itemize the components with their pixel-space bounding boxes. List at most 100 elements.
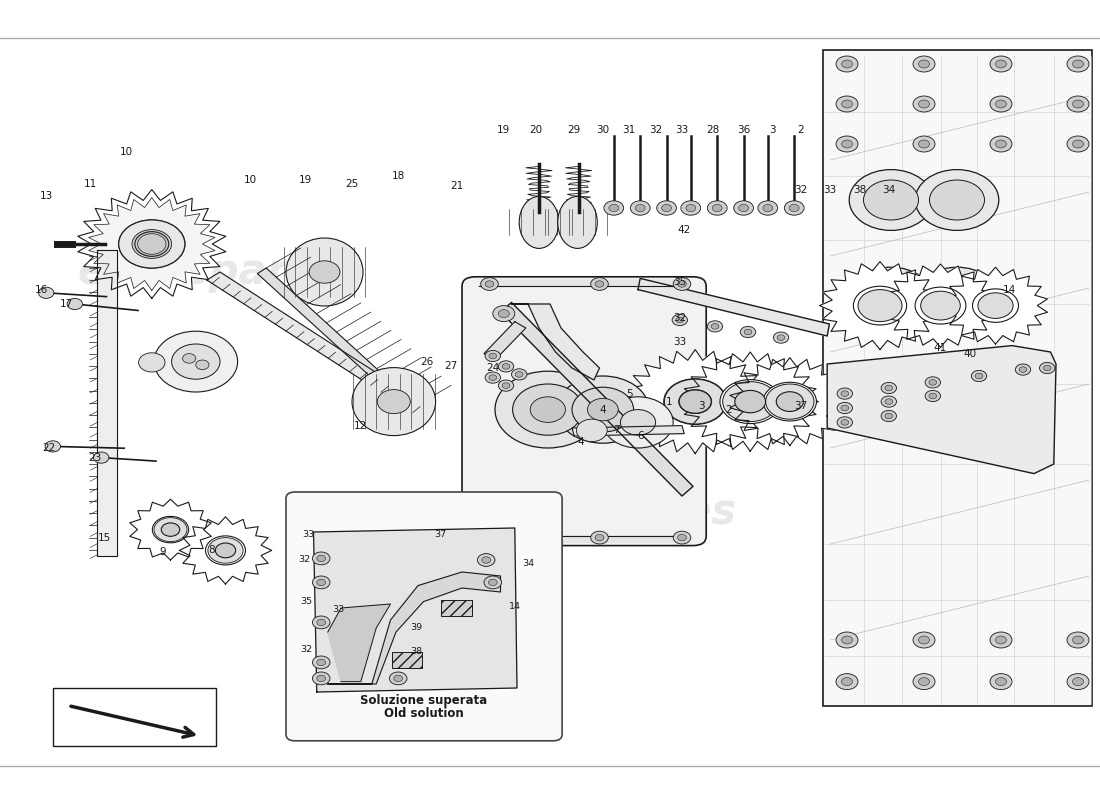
Polygon shape <box>512 304 600 380</box>
Circle shape <box>928 393 936 399</box>
Circle shape <box>918 140 930 148</box>
Circle shape <box>513 384 583 435</box>
Circle shape <box>1015 364 1031 375</box>
Circle shape <box>1072 100 1084 108</box>
Circle shape <box>913 674 935 690</box>
Circle shape <box>485 281 494 287</box>
Polygon shape <box>179 517 272 584</box>
Circle shape <box>488 353 497 358</box>
Polygon shape <box>572 426 684 436</box>
Polygon shape <box>500 302 693 496</box>
Circle shape <box>1067 632 1089 648</box>
Text: Soluzione superata: Soluzione superata <box>361 694 487 707</box>
Circle shape <box>763 382 816 421</box>
Polygon shape <box>730 358 849 446</box>
Ellipse shape <box>519 196 559 248</box>
Circle shape <box>762 204 772 212</box>
Circle shape <box>864 180 918 220</box>
Text: 29: 29 <box>568 125 581 134</box>
Text: 37: 37 <box>794 402 807 411</box>
Circle shape <box>915 267 999 328</box>
Circle shape <box>673 278 691 290</box>
Circle shape <box>842 60 852 68</box>
Circle shape <box>317 619 326 626</box>
Circle shape <box>921 291 960 320</box>
Circle shape <box>990 136 1012 152</box>
Circle shape <box>673 531 691 544</box>
Circle shape <box>132 230 172 258</box>
Circle shape <box>183 354 196 363</box>
Text: 19: 19 <box>497 125 510 134</box>
Circle shape <box>312 616 330 629</box>
Circle shape <box>312 576 330 589</box>
Polygon shape <box>682 352 818 451</box>
Circle shape <box>884 413 893 419</box>
Circle shape <box>493 306 515 322</box>
Circle shape <box>312 672 330 685</box>
Circle shape <box>881 410 896 422</box>
Circle shape <box>928 379 936 385</box>
Circle shape <box>842 419 849 426</box>
Circle shape <box>208 538 243 563</box>
Circle shape <box>1044 365 1050 371</box>
Polygon shape <box>130 499 211 560</box>
Circle shape <box>913 56 935 72</box>
Circle shape <box>154 331 238 392</box>
Circle shape <box>983 297 1008 314</box>
Circle shape <box>884 385 893 391</box>
Circle shape <box>572 387 634 432</box>
Circle shape <box>377 390 410 414</box>
Text: 19: 19 <box>299 175 312 185</box>
Text: 23: 23 <box>88 453 101 462</box>
Text: 11: 11 <box>84 179 97 189</box>
Circle shape <box>94 452 109 463</box>
Circle shape <box>978 293 1013 318</box>
Circle shape <box>135 232 168 256</box>
Circle shape <box>849 267 933 328</box>
Polygon shape <box>478 280 688 286</box>
Circle shape <box>394 675 403 682</box>
Circle shape <box>481 531 498 544</box>
Circle shape <box>317 659 326 666</box>
Circle shape <box>784 201 804 215</box>
Circle shape <box>864 278 918 318</box>
Circle shape <box>881 396 896 407</box>
Text: 6: 6 <box>637 431 644 441</box>
Circle shape <box>678 534 686 541</box>
Text: 22: 22 <box>42 443 55 453</box>
Text: 4: 4 <box>600 405 606 414</box>
Text: 12: 12 <box>354 421 367 430</box>
Ellipse shape <box>558 196 597 248</box>
Circle shape <box>773 332 789 343</box>
Circle shape <box>735 390 766 413</box>
Text: 33: 33 <box>332 605 345 614</box>
Bar <box>392 652 422 668</box>
Ellipse shape <box>352 368 436 435</box>
Text: 9: 9 <box>160 547 166 557</box>
Circle shape <box>842 391 849 397</box>
Text: 15: 15 <box>98 533 111 542</box>
Circle shape <box>740 326 756 338</box>
Circle shape <box>766 384 814 419</box>
Circle shape <box>720 380 781 424</box>
Polygon shape <box>314 528 517 692</box>
Polygon shape <box>328 572 501 684</box>
Circle shape <box>1072 678 1084 686</box>
Text: 7: 7 <box>613 426 619 435</box>
Circle shape <box>591 531 608 544</box>
Circle shape <box>138 234 166 254</box>
Text: 2: 2 <box>725 405 732 414</box>
Text: 32: 32 <box>794 186 807 195</box>
Circle shape <box>996 678 1006 686</box>
Circle shape <box>836 674 858 690</box>
Circle shape <box>162 523 179 536</box>
Circle shape <box>836 96 858 112</box>
Circle shape <box>707 201 727 215</box>
Circle shape <box>915 170 999 230</box>
Circle shape <box>119 220 185 268</box>
Text: 10: 10 <box>244 175 257 185</box>
Polygon shape <box>207 272 431 416</box>
Circle shape <box>711 323 719 330</box>
Circle shape <box>515 371 524 378</box>
Text: 17: 17 <box>59 299 73 309</box>
